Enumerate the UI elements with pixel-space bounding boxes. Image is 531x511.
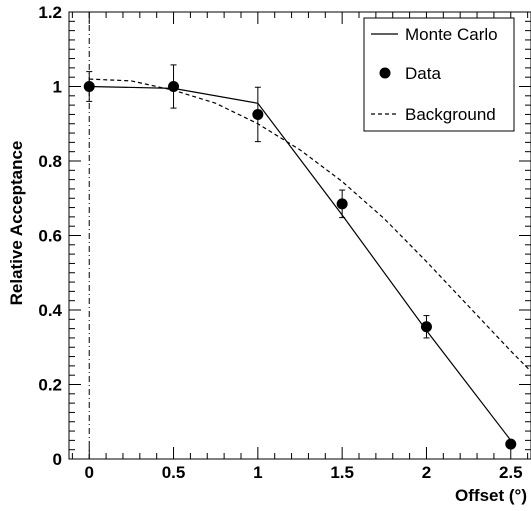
- data-point: [336, 198, 348, 210]
- x-tick-label: 1.5: [330, 463, 354, 482]
- data-point: [420, 321, 432, 333]
- x-axis-ticks: [71, 12, 529, 459]
- x-tick-label: 0.5: [162, 463, 186, 482]
- series-layer: [83, 12, 531, 459]
- x-tick-label: 2: [422, 463, 431, 482]
- y-axis-title: Relative Acceptance: [7, 141, 26, 306]
- legend-label: Background: [405, 105, 496, 124]
- y-tick-label: 0: [53, 450, 62, 469]
- data-point: [252, 108, 264, 120]
- data-point: [83, 81, 95, 92]
- y-tick-label: 1: [53, 78, 62, 97]
- y-tick-label: 0.6: [38, 227, 62, 246]
- x-tick-label: 0: [84, 463, 93, 482]
- y-axis-ticks: [69, 11, 531, 460]
- y-tick-label: 1.2: [38, 3, 62, 22]
- x-axis-tick-labels: 0 0.5 1 1.5 2 2.5: [84, 463, 522, 482]
- y-tick-label: 0.4: [38, 301, 62, 320]
- legend-swatch-marker: [379, 67, 391, 79]
- y-tick-label: 0.2: [38, 376, 62, 395]
- x-tick-label: 1: [253, 463, 262, 482]
- legend-label: Data: [405, 64, 441, 83]
- legend-label: Monte Carlo: [405, 25, 498, 44]
- background-curve: [89, 78, 531, 372]
- monte-carlo-line: [89, 85, 512, 441]
- legend-box: [363, 17, 515, 132]
- y-tick-label: 0.8: [38, 152, 62, 171]
- x-tick-label: 2.5: [499, 463, 523, 482]
- legend: Monte Carlo Data Background: [363, 17, 515, 132]
- data-point: [168, 81, 180, 92]
- y-axis-tick-labels: 0 0.2 0.4 0.6 0.8 1 1.2: [38, 3, 62, 469]
- data-point: [505, 438, 517, 450]
- x-axis-title: Offset (°): [455, 486, 527, 505]
